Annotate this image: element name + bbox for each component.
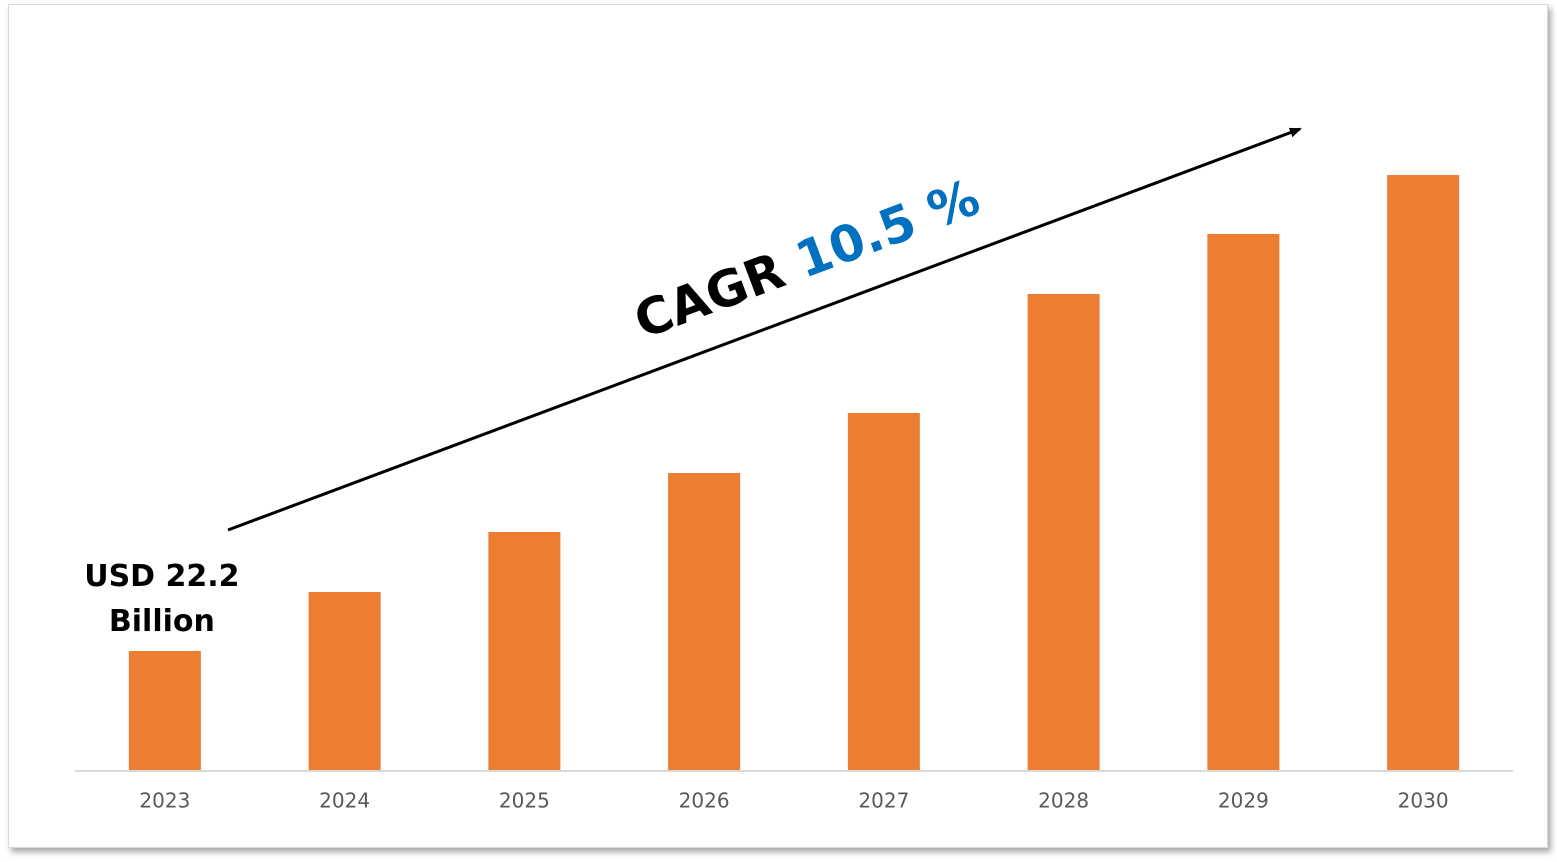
x-tick-label: 2023	[139, 789, 190, 813]
trend-arrow	[227, 127, 1302, 532]
x-tick-label: 2025	[499, 789, 550, 813]
bar	[668, 473, 741, 770]
bar	[308, 592, 381, 770]
x-tick-label: 2024	[319, 789, 370, 813]
x-tick-label: 2029	[1218, 789, 1269, 813]
bar	[128, 651, 201, 770]
cagr-label: CAGR	[627, 241, 792, 350]
bar	[1207, 233, 1280, 770]
cagr-value: 10.5 %	[788, 168, 987, 289]
data-label: USD 22.2 Billion	[84, 559, 239, 639]
bar	[1387, 175, 1460, 770]
x-tick-label: 2026	[679, 789, 730, 813]
x-tick-label: 2030	[1398, 789, 1449, 813]
bar	[1027, 294, 1100, 770]
x-tick-label: 2028	[1038, 789, 1089, 813]
cagr-annotation: CAGR 10.5 %	[627, 168, 987, 350]
bar	[488, 532, 561, 770]
x-tick-label: 2027	[858, 789, 909, 813]
bar	[847, 413, 920, 770]
chart-card	[8, 4, 1548, 848]
